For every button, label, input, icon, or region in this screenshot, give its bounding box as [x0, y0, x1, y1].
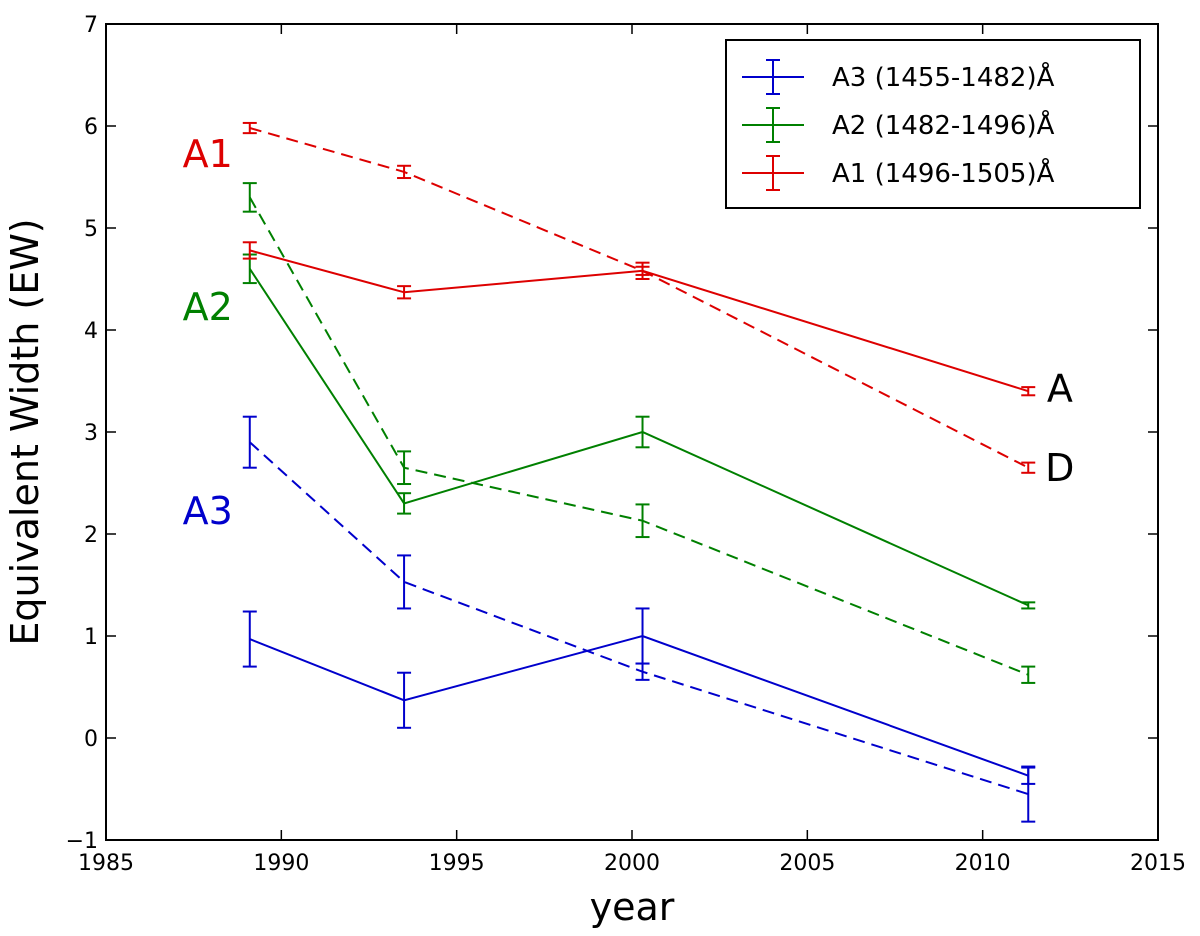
- annotation-a2: A2: [183, 285, 233, 329]
- series-line-a1-solid: [249, 249, 1029, 393]
- y-tick-label: 5: [84, 217, 98, 242]
- y-tick-label: 7: [84, 13, 98, 38]
- y-tick-label: 6: [84, 115, 98, 140]
- x-tick-label: 2015: [1130, 851, 1186, 876]
- annotation-d: D: [1045, 446, 1074, 490]
- x-tick-label: 2010: [955, 851, 1011, 876]
- annotation-a3: A3: [183, 489, 233, 533]
- x-tick-label: 2005: [779, 851, 835, 876]
- x-axis-title: year: [590, 885, 675, 929]
- series-line-a3-dashed: [249, 441, 1029, 796]
- y-axis-title: Equivalent Width (EW): [3, 218, 47, 645]
- y-tick-label: 1: [84, 625, 98, 650]
- y-tick-label: −1: [66, 829, 98, 854]
- series-line-a1-dashed: [249, 127, 1029, 469]
- series-layer: [242, 121, 1036, 823]
- y-tick-label: 2: [84, 523, 98, 548]
- axes-layer: 1985 1990 1995 2000 2005 2010 2015 −1 0 1 2 3 4 5 6 7: [66, 13, 1186, 876]
- legend-label-a2: A2 (1482-1496)Å: [832, 109, 1055, 141]
- annotation-layer: A1 A2 A3 AD: [183, 132, 1075, 533]
- x-tick-label: 1985: [78, 851, 134, 876]
- y-tick-label: 0: [84, 727, 98, 752]
- series-line-a2-dashed: [248, 196, 1029, 676]
- series-line-a3-solid: [249, 634, 1029, 777]
- y-tick-label: 4: [84, 319, 98, 344]
- legend: A3 (1455-1482)Å A2 (1482-1496)Å A1 (1496…: [725, 39, 1141, 209]
- annotation-a1: A1: [183, 132, 233, 176]
- legend-label-a1: A1 (1496-1505)Å: [832, 157, 1055, 189]
- legend-entry-a1: A1 (1496-1505)Å: [742, 155, 1055, 191]
- legend-entry-a3: A3 (1455-1482)Å: [742, 59, 1055, 95]
- y-tick-label: 3: [84, 421, 98, 446]
- legend-label-a3: A3 (1455-1482)Å: [832, 61, 1055, 93]
- x-tick-label: 2000: [604, 851, 660, 876]
- x-tick-label: 1990: [253, 851, 309, 876]
- annotation-a: A: [1047, 366, 1073, 410]
- series-line-a2-solid: [248, 268, 1029, 607]
- legend-entry-a2: A2 (1482-1496)Å: [742, 107, 1055, 143]
- x-tick-label: 1995: [429, 851, 485, 876]
